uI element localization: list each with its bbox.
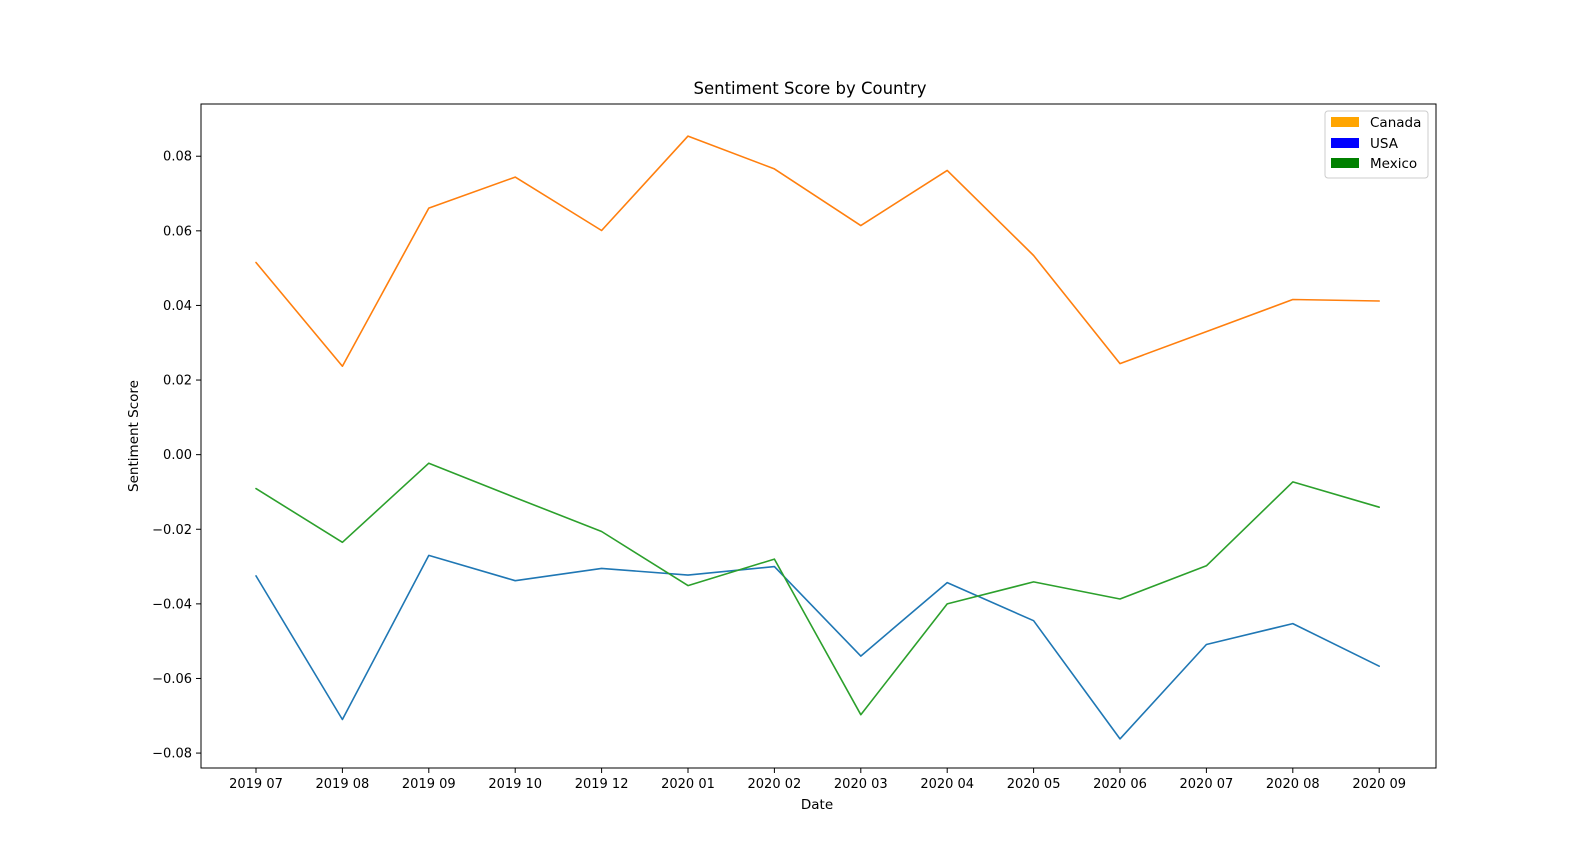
y-tick-label: −0.04 [152,597,192,612]
y-tick-label: 0.02 [163,374,192,389]
x-tick-label: 2019 09 [402,777,456,792]
y-tick-label: −0.06 [152,672,192,687]
series-line-1 [255,135,1380,368]
plot-frame [200,103,1437,769]
x-tick-label: 2020 08 [1266,777,1320,792]
y-axis-title: Sentiment Score [126,380,142,492]
x-tick-label: 2019 07 [229,777,283,792]
y-tick-label: 0.00 [163,448,192,463]
x-tick-label: 2020 01 [661,777,715,792]
legend: Canada USA Mexico [1324,110,1429,179]
y-tick-label: −0.02 [152,523,192,538]
x-tick-label: 2020 06 [1093,777,1147,792]
y-tick-label: 0.08 [163,150,192,165]
x-tick-label: 2020 03 [834,777,888,792]
legend-label-canada: Canada [1370,115,1421,131]
x-tick-label: 2019 08 [316,777,370,792]
series-layer [255,135,1380,740]
legend-label-usa: USA [1370,136,1399,152]
y-axis: −0.08 −0.06 −0.04 −0.02 0.00 0.02 0.04 0.06 0.08 [152,150,201,762]
x-tick-label: 2020 05 [1007,777,1061,792]
y-tick-label: 0.06 [163,224,192,239]
x-tick-label: 2020 09 [1352,777,1406,792]
legend-swatch-usa [1331,138,1359,148]
chart-title: Sentiment Score by Country [693,79,926,98]
x-axis-title: Date [801,797,833,813]
x-tick-label: 2020 02 [748,777,802,792]
x-tick-label: 2020 07 [1180,777,1234,792]
y-tick-label: −0.08 [152,747,192,762]
legend-label-mexico: Mexico [1370,156,1417,172]
legend-swatch-mexico [1331,158,1359,168]
x-axis: 2019 07 2019 08 2019 09 2019 10 2019 12 2020 … [229,768,1406,792]
x-tick-label: 2019 10 [488,777,542,792]
series-line-3 [255,462,1380,716]
x-tick-label: 2020 04 [920,777,974,792]
series-line-2 [255,554,1380,740]
plot-area [201,104,1436,768]
x-tick-label: 2019 12 [575,777,629,792]
y-tick-label: 0.04 [163,299,192,314]
legend-swatch-canada [1331,117,1359,127]
